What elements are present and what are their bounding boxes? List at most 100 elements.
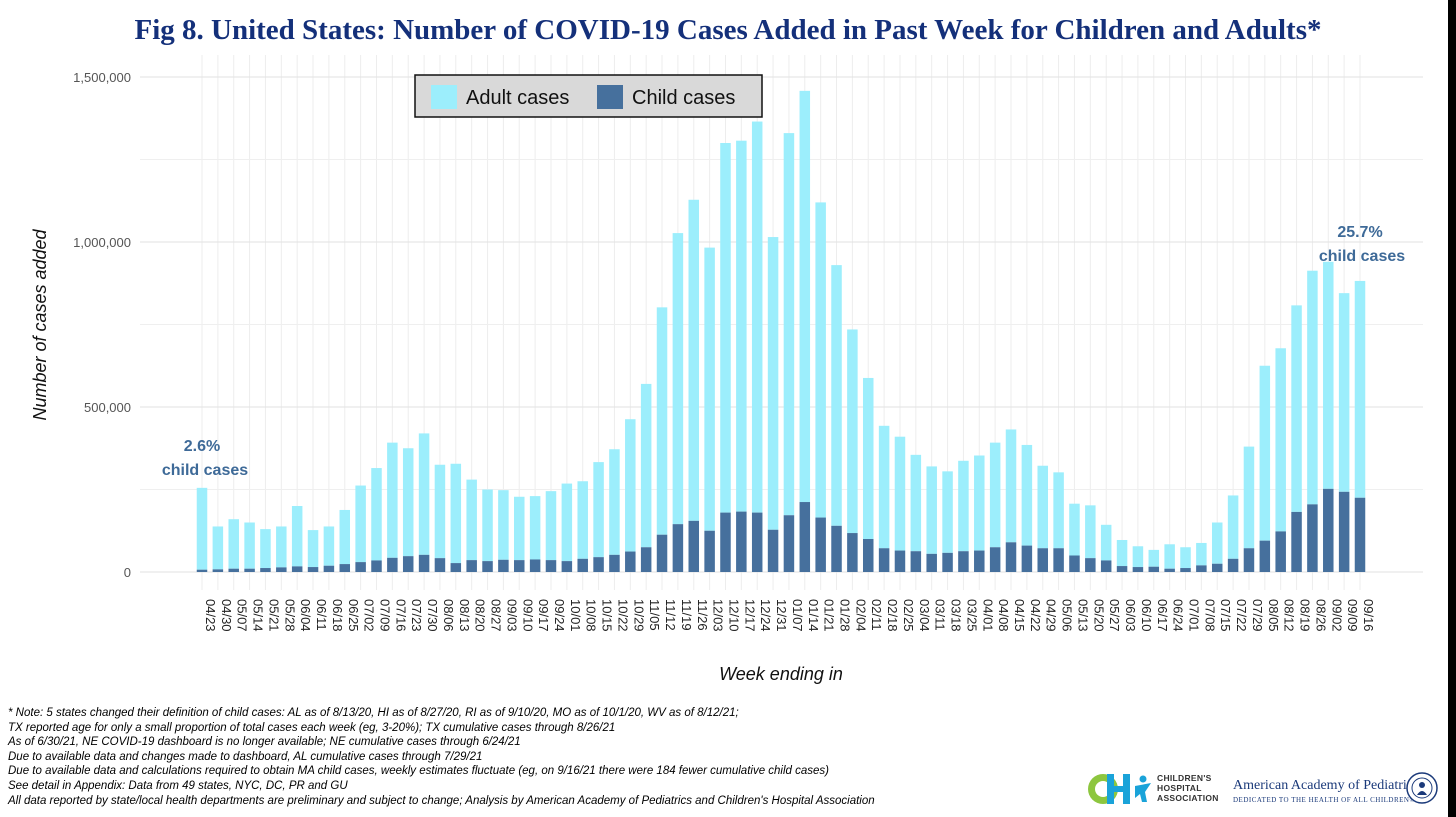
- x-tick-label: 08/27: [489, 599, 504, 632]
- bar-child-cases: [1148, 566, 1160, 572]
- x-tick-label: 08/06: [441, 599, 456, 632]
- footnote-line: All data reported by state/local health …: [8, 794, 875, 807]
- x-tick-label: 12/10: [726, 599, 741, 632]
- bar-child-cases: [418, 554, 430, 572]
- aap-seal-icon: [1406, 772, 1438, 804]
- aap-logo-name: American Academy of Pediatrics: [1233, 778, 1419, 793]
- x-tick-label: 05/27: [1107, 599, 1122, 632]
- bar-child-cases: [1259, 540, 1271, 572]
- bar-child-cases: [767, 529, 779, 572]
- annotations: 2.6% child cases 25.7% child cases: [162, 224, 1405, 479]
- legend-box: [414, 74, 763, 118]
- bar-adult-cases: [466, 479, 477, 561]
- bar-child-cases: [942, 552, 953, 572]
- bar-adult-cases: [355, 485, 366, 563]
- bar-adult-cases: [815, 202, 826, 518]
- bar-adult-cases: [387, 442, 398, 558]
- bar-adult-cases: [1354, 280, 1366, 498]
- x-tick-label: 03/18: [949, 599, 964, 632]
- bar-child-cases: [736, 511, 747, 572]
- bar-child-cases: [466, 560, 477, 572]
- bar-child-cases: [355, 562, 366, 572]
- bar-adult-cases: [450, 463, 462, 564]
- x-tick-label: 06/25: [346, 599, 361, 632]
- x-tick-label: 05/07: [235, 599, 250, 632]
- bar-adult-cases: [1180, 547, 1191, 569]
- x-tick-label: 01/14: [806, 599, 821, 632]
- bar-adult-cases: [196, 487, 208, 570]
- bar-child-cases: [1196, 565, 1207, 572]
- bar-adult-cases: [434, 464, 446, 559]
- footnote-line: TX reported age for only a small proport…: [8, 721, 616, 734]
- bar-adult-cases: [625, 419, 636, 552]
- bar-adult-cases: [291, 506, 303, 567]
- bar-adult-cases: [1338, 293, 1350, 492]
- bar-child-cases: [847, 533, 858, 572]
- bar-adult-cases: [1132, 546, 1144, 568]
- bar-adult-cases: [307, 530, 319, 568]
- bar-child-cases: [529, 559, 541, 572]
- bar-child-cases: [434, 558, 446, 572]
- bar-child-cases: [878, 548, 890, 572]
- bar-adult-cases: [609, 449, 620, 555]
- footnote-line: As of 6/30/21, NE COVID-19 dashboard is …: [8, 736, 521, 749]
- x-tick-label: 07/09: [377, 599, 392, 632]
- bar-adult-cases: [1323, 261, 1334, 489]
- y-axis-label: Number of cases added: [30, 228, 50, 420]
- bar-child-cases: [1021, 545, 1033, 572]
- bar-adult-cases: [1275, 348, 1286, 532]
- bar-child-cases: [751, 512, 763, 572]
- bar-adult-cases: [323, 526, 335, 566]
- bar-child-cases: [625, 551, 636, 572]
- bar-child-cases: [244, 568, 255, 572]
- bar-child-cases: [593, 557, 604, 572]
- bar-child-cases: [1275, 531, 1286, 572]
- bar-adult-cases: [831, 265, 842, 526]
- x-tick-label: 03/11: [933, 599, 948, 631]
- bar-child-cases: [688, 520, 700, 572]
- bar-adult-cases: [720, 143, 731, 513]
- x-tick-label: 09/16: [1361, 599, 1376, 632]
- y-tick-label: 500,000: [84, 400, 131, 415]
- bar-child-cases: [545, 560, 557, 572]
- x-tick-label: 04/08: [996, 599, 1011, 632]
- x-tick-label: 04/23: [203, 599, 218, 632]
- x-tick-label: 09/03: [504, 599, 519, 632]
- x-tick-label: 02/04: [853, 599, 868, 632]
- bar-child-cases: [783, 515, 795, 572]
- x-tick-label: 09/24: [552, 599, 567, 632]
- bar-child-cases: [1085, 558, 1096, 572]
- x-tick-label: 02/18: [885, 599, 900, 632]
- bar-child-cases: [1132, 567, 1144, 572]
- bar-adult-cases: [767, 237, 779, 530]
- x-tick-label: 09/02: [1329, 599, 1344, 632]
- bar-child-cases: [1243, 548, 1255, 572]
- bar-adult-cases: [577, 481, 588, 559]
- x-tick-label: 11/19: [679, 599, 694, 631]
- y-tick-label: 1,000,000: [73, 235, 131, 250]
- x-tick-label: 05/20: [1091, 599, 1106, 632]
- x-tick-label: 12/03: [711, 599, 726, 632]
- bar-child-cases: [196, 569, 208, 572]
- bar-adult-cases: [418, 433, 430, 555]
- bar-child-cases: [371, 560, 382, 572]
- y-tick-label: 0: [124, 565, 131, 580]
- bar-child-cases: [910, 551, 922, 572]
- x-tick-label: 07/30: [425, 599, 440, 632]
- bar-adult-cases: [1291, 305, 1302, 512]
- bar-adult-cases: [926, 466, 937, 554]
- bar-child-cases: [1005, 542, 1017, 572]
- bar-child-cases: [609, 554, 620, 572]
- bar-child-cases: [1323, 488, 1334, 572]
- x-tick-label: 05/13: [1075, 599, 1090, 632]
- x-tick-label: 10/15: [600, 599, 615, 632]
- bar-adult-cases: [1116, 539, 1128, 567]
- bar-adult-cases: [228, 519, 239, 569]
- bar-child-cases: [1164, 568, 1175, 572]
- bar-child-cases: [974, 550, 985, 572]
- bar-adult-cases: [529, 496, 541, 560]
- x-tick-label: 05/21: [266, 599, 281, 632]
- legend-label-child: Child cases: [632, 87, 735, 109]
- x-tick-label: 03/25: [964, 599, 979, 632]
